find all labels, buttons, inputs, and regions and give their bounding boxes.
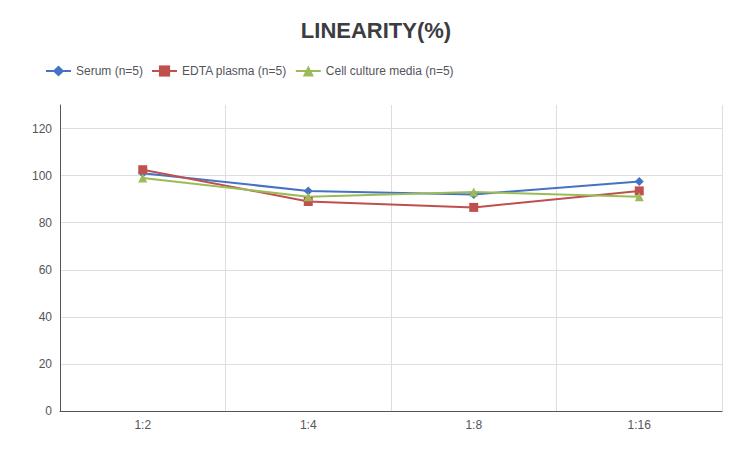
svg-text:LINEARITY(%): LINEARITY(%) bbox=[301, 18, 451, 43]
svg-text:60: 60 bbox=[39, 263, 53, 277]
svg-text:100: 100 bbox=[32, 169, 52, 183]
svg-text:1:16: 1:16 bbox=[628, 418, 652, 432]
svg-text:80: 80 bbox=[39, 216, 53, 230]
svg-text:1:4: 1:4 bbox=[300, 418, 317, 432]
svg-text:1:2: 1:2 bbox=[134, 418, 151, 432]
svg-text:0: 0 bbox=[45, 404, 52, 418]
svg-text:Cell culture media (n=5): Cell culture media (n=5) bbox=[326, 64, 454, 78]
svg-text:40: 40 bbox=[39, 310, 53, 324]
svg-text:1:8: 1:8 bbox=[465, 418, 482, 432]
svg-text:120: 120 bbox=[32, 122, 52, 136]
svg-text:Serum (n=5): Serum (n=5) bbox=[76, 64, 143, 78]
svg-text:20: 20 bbox=[39, 357, 53, 371]
svg-text:EDTA plasma (n=5): EDTA plasma (n=5) bbox=[182, 64, 286, 78]
